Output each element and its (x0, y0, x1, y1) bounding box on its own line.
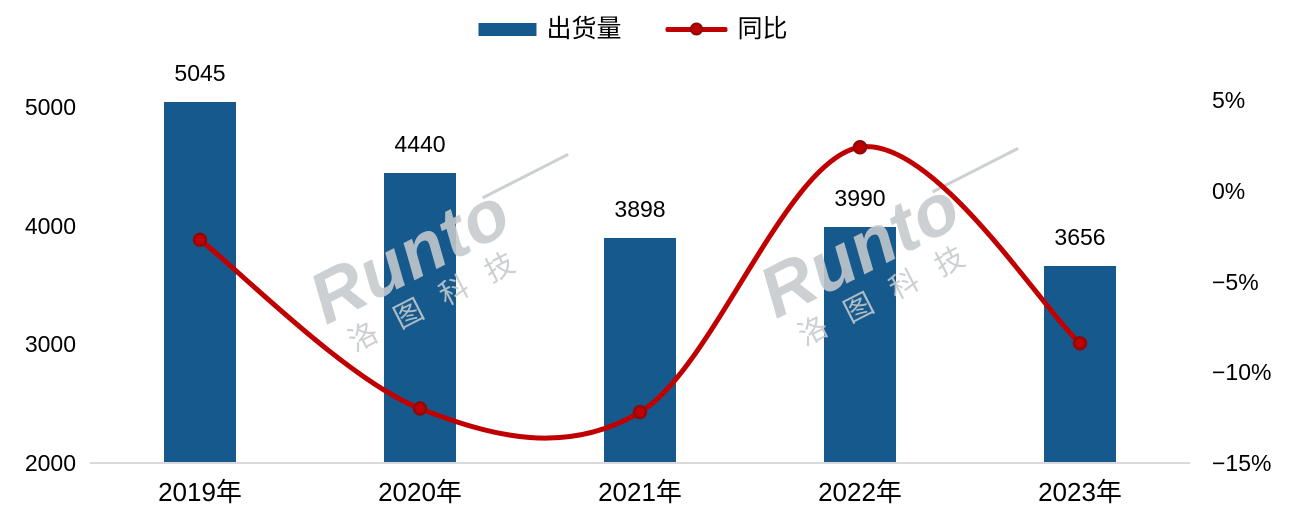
bar-2020年 (384, 173, 456, 463)
bar-value-label: 3990 (834, 184, 886, 211)
watermark-swash (481, 152, 569, 200)
bar-2019年 (164, 101, 236, 463)
left-axis-tick: 4000 (24, 212, 76, 239)
right-axis-tick: −5% (1212, 268, 1259, 295)
right-axis-tick: −15% (1212, 450, 1272, 476)
x-axis-label: 2019年 (158, 477, 242, 507)
bar-value-label: 4440 (394, 131, 446, 158)
right-axis-tick: −10% (1212, 359, 1272, 386)
right-axis-tick: 5% (1212, 87, 1246, 113)
bar-value-label: 3898 (614, 195, 666, 222)
yoy-marker (852, 139, 868, 155)
legend-line-swatch (665, 22, 728, 36)
legend-item-yoy: 同比 (665, 14, 788, 43)
x-axis-label: 2020年 (378, 477, 462, 507)
legend-label-yoy: 同比 (737, 14, 788, 43)
bar-value-label: 3656 (1054, 224, 1106, 251)
x-axis-label: 2022年 (818, 477, 902, 507)
legend: 出货量 同比 (478, 14, 788, 44)
bar-2023年 (1044, 266, 1116, 463)
x-axis-label: 2021年 (598, 477, 682, 507)
left-axis-tick: 2000 (24, 450, 76, 476)
legend-bar-swatch (478, 22, 537, 36)
bar-2022年 (824, 226, 896, 463)
left-axis-tick: 3000 (24, 331, 76, 358)
watermark-swash (931, 146, 1019, 194)
bar-2021年 (604, 237, 676, 463)
right-axis-tick: 0% (1212, 177, 1246, 204)
legend-item-shipments: 出货量 (478, 14, 622, 43)
bar-value-label: 5045 (174, 59, 226, 86)
legend-line-dot-icon (690, 22, 703, 36)
left-axis-tick: 5000 (24, 93, 76, 120)
legend-label-shipments: 出货量 (546, 14, 622, 43)
x-axis-label: 2023年 (1038, 477, 1122, 507)
x-axis-line (90, 462, 1190, 464)
